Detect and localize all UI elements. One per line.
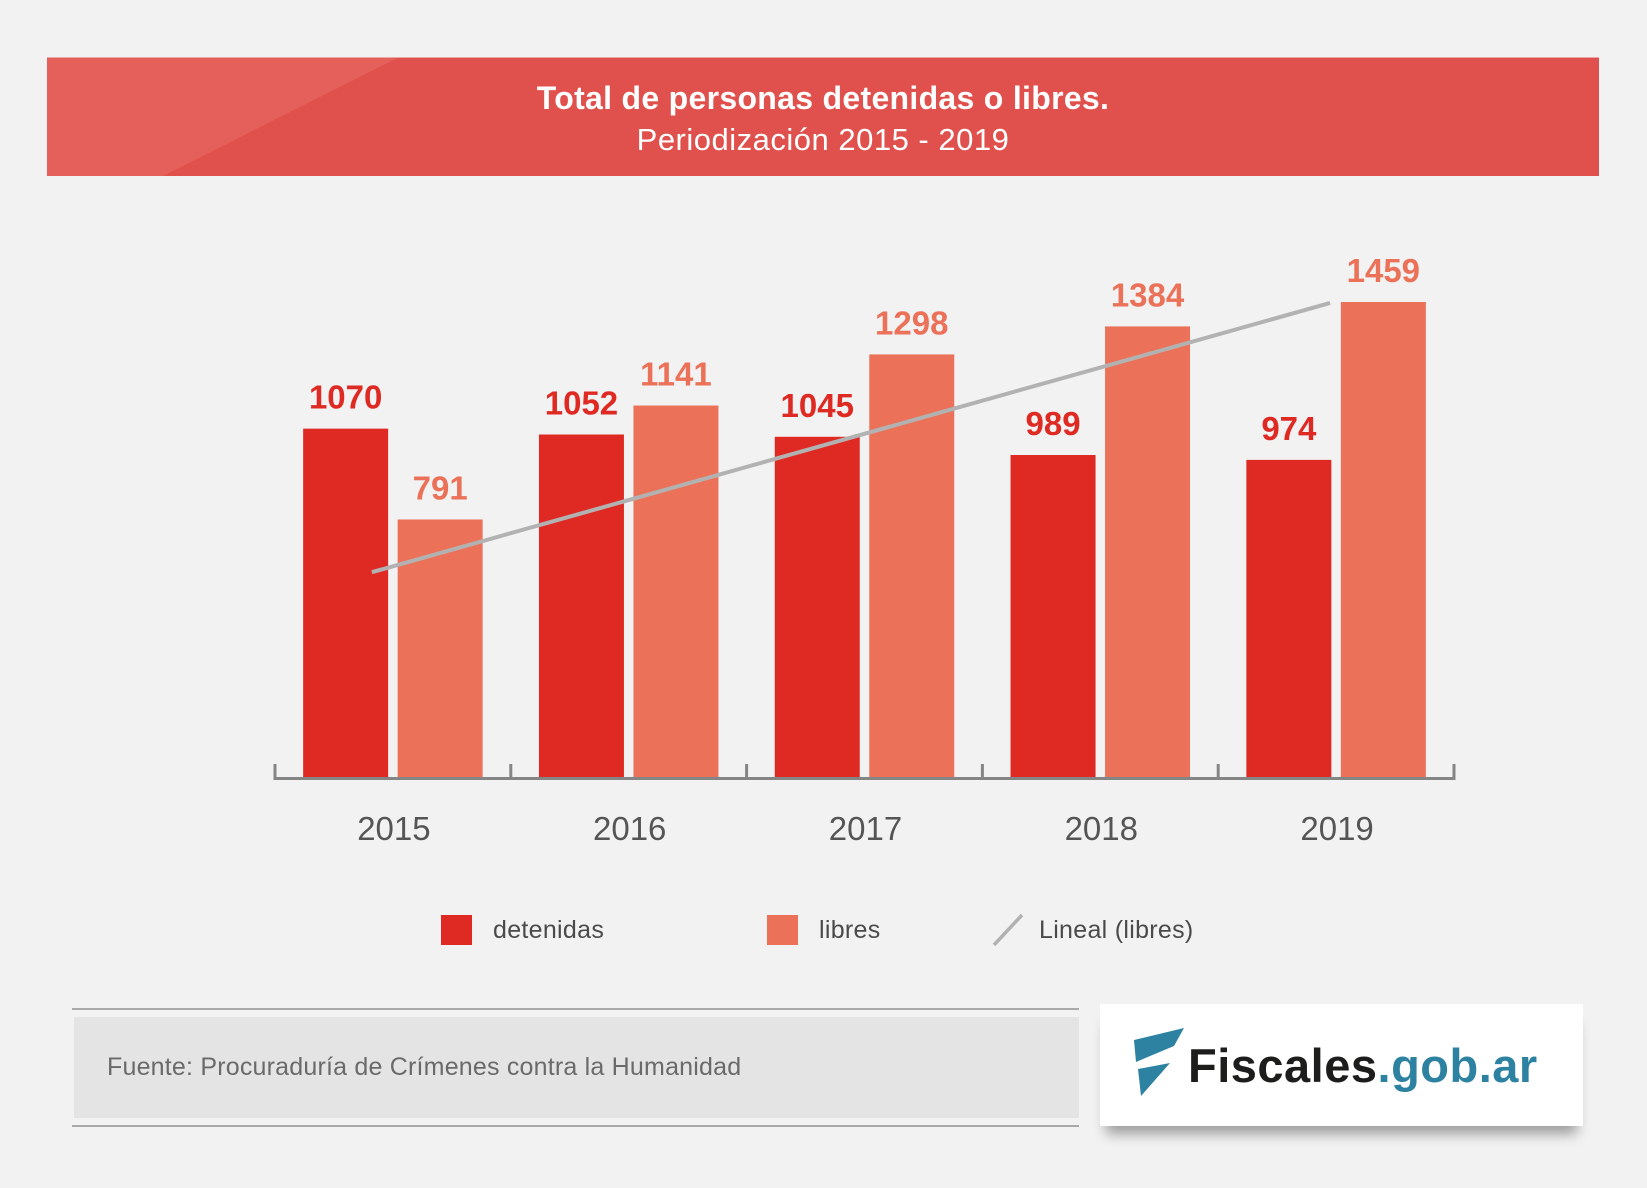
- legend-label-trendline: Lineal (libres): [1039, 915, 1194, 944]
- source-background: Fuente: Procuraduría de Crímenes contra …: [74, 1017, 1079, 1118]
- legend-item-libres: libres: [767, 910, 881, 950]
- logo-wordmark: Fiscales .gob.ar: [1188, 1004, 1538, 1126]
- bar-libres-2018: [1105, 326, 1191, 777]
- x-axis: [273, 764, 1456, 780]
- fiscales-f-icon: [1134, 1028, 1184, 1096]
- value-label-libres-2015: 791: [413, 469, 468, 506]
- bar-libres-2019: [1340, 302, 1426, 777]
- legend: detenidas libres Lineal (libres): [0, 910, 1647, 950]
- legend-swatch-libres: [767, 915, 798, 945]
- legend-item-detenidas: detenidas: [441, 910, 604, 950]
- logo-domain-text: .gob.ar: [1377, 1038, 1538, 1092]
- trendline-icon: [992, 913, 1024, 947]
- legend-label-libres: libres: [819, 915, 881, 944]
- x-tick-label-2018: 2018: [1065, 810, 1138, 847]
- x-tick-label-2015: 2015: [357, 810, 430, 847]
- x-tick-label-2017: 2017: [829, 810, 902, 847]
- bars-layer: [303, 302, 1426, 777]
- trendline-layer: [371, 301, 1331, 575]
- bar-libres-2016: [633, 405, 719, 777]
- value-label-detenidas-2015: 1070: [309, 379, 382, 416]
- value-label-libres-2017: 1298: [875, 304, 948, 341]
- value-label-libres-2018: 1384: [1111, 276, 1185, 313]
- value-label-detenidas-2018: 989: [1026, 405, 1081, 442]
- logo-main-text: Fiscales: [1188, 1038, 1378, 1092]
- bar-detenidas-2018: [1010, 455, 1096, 777]
- title-banner: Total de personas detenidas o libres. Pe…: [47, 57, 1599, 176]
- fiscales-logo[interactable]: Fiscales .gob.ar: [1100, 1004, 1583, 1126]
- source-box: Fuente: Procuraduría de Crímenes contra …: [72, 1008, 1079, 1127]
- bar-detenidas-2016: [538, 434, 624, 777]
- trendline-libres: [371, 301, 1331, 575]
- source-text: Fuente: Procuraduría de Crímenes contra …: [107, 1053, 742, 1081]
- labels-layer: 1070 791 2015 1052 1141 2016 1045 1298 2017 989 13…: [309, 252, 1420, 847]
- x-tick-label-2019: 2019: [1300, 810, 1373, 847]
- x-tick-label-2016: 2016: [593, 810, 666, 847]
- value-label-detenidas-2019: 974: [1261, 410, 1317, 447]
- bar-chart: 1070 791 2015 1052 1141 2016 1045 1298 2017 989 13…: [273, 252, 1456, 847]
- bar-libres-2017: [869, 354, 955, 777]
- chart-title: Total de personas detenidas o libres.: [536, 80, 1110, 116]
- legend-label-detenidas: detenidas: [493, 915, 605, 944]
- value-label-detenidas-2016: 1052: [545, 385, 618, 422]
- value-label-libres-2016: 1141: [640, 356, 712, 393]
- chart-subtitle: Periodización 2015 - 2019: [636, 122, 1010, 157]
- legend-item-trendline: Lineal (libres): [991, 910, 1194, 950]
- bar-libres-2015: [397, 519, 483, 777]
- bar-detenidas-2015: [303, 428, 389, 777]
- value-label-libres-2019: 1459: [1347, 252, 1420, 289]
- legend-swatch-detenidas: [441, 915, 472, 945]
- bar-detenidas-2019: [1246, 459, 1332, 777]
- value-label-detenidas-2017: 1045: [781, 387, 854, 424]
- bar-detenidas-2017: [774, 436, 860, 777]
